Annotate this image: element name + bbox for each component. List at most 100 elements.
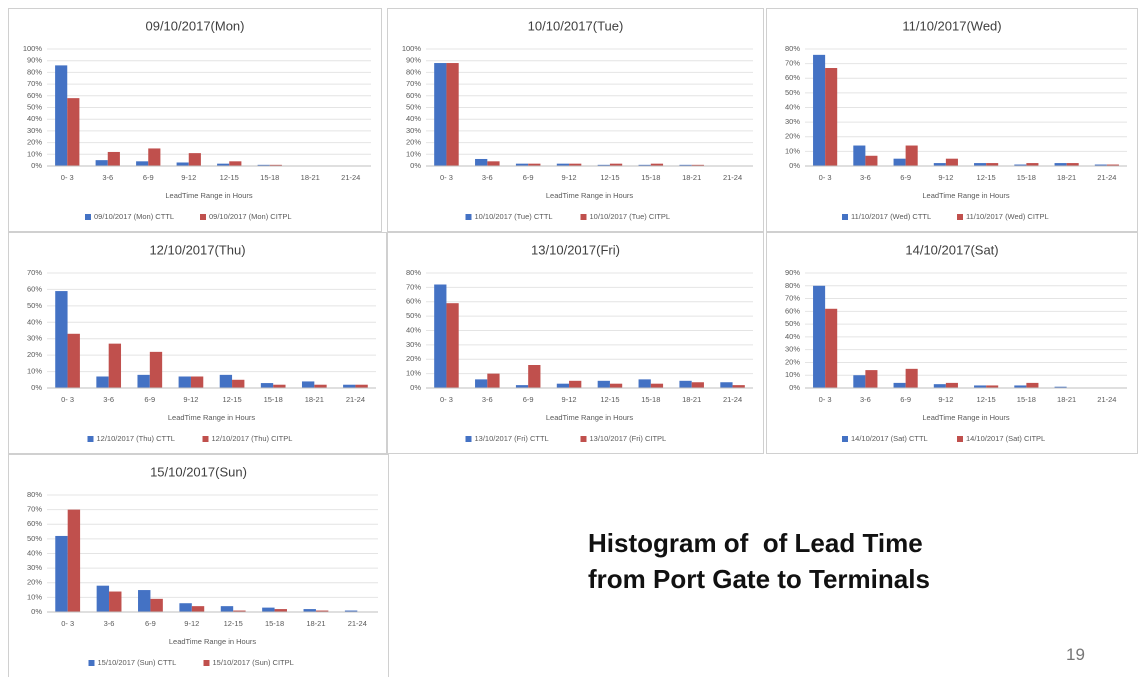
chart: 13/10/2017(Fri) 0% 10% 20% 30% 40% 50% 60% 70% 80…: [387, 232, 764, 454]
x-tick-label: 0- 3: [440, 395, 453, 404]
legend-swatch: [87, 436, 94, 442]
bar: [720, 382, 733, 388]
x-tick-label: 12-15: [600, 173, 619, 182]
bar: [893, 382, 906, 388]
bar: [446, 63, 459, 166]
x-tick-label: 21-24: [723, 173, 742, 182]
x-tick-label: 18-21: [1057, 173, 1076, 182]
legend-swatch: [580, 436, 587, 442]
bar: [138, 590, 151, 612]
bar: [150, 598, 163, 612]
x-tick-label: 9-12: [183, 395, 198, 404]
y-tick-label: 60%: [406, 297, 421, 306]
legend-label: 12/10/2017 (Thu) CITPL: [212, 434, 293, 443]
x-tick-label: 21-24: [348, 619, 367, 628]
legend-label: 14/10/2017 (Sat) CITPL: [966, 434, 1045, 443]
y-tick-label: 10%: [406, 369, 421, 378]
x-tick-label: 18-21: [305, 395, 324, 404]
bar: [974, 163, 987, 166]
bar: [1026, 382, 1039, 388]
x-axis-label: LeadTime Range in Hours: [165, 191, 253, 200]
x-tick-label: 15-18: [265, 619, 284, 628]
bar: [55, 291, 68, 388]
legend-swatch: [842, 436, 848, 442]
x-tick-label: 0- 3: [819, 173, 832, 182]
y-tick-label: 90%: [785, 268, 800, 277]
bar: [179, 603, 192, 612]
y-tick-label: 20%: [27, 350, 42, 359]
y-tick-label: 50%: [785, 88, 800, 97]
y-tick-label: 90%: [406, 56, 421, 65]
y-tick-label: 10%: [27, 149, 42, 158]
x-tick-label: 18-21: [682, 173, 701, 182]
y-tick-label: 20%: [406, 354, 421, 363]
y-tick-label: 10%: [27, 592, 42, 601]
y-tick-label: 10%: [785, 370, 800, 379]
x-tick-label: 15-18: [641, 173, 660, 182]
bar: [220, 606, 234, 612]
bar: [609, 383, 623, 388]
page-number: 19: [1066, 645, 1085, 664]
x-tick-label: 3-6: [860, 395, 871, 404]
legend-label: 09/10/2017 (Mon) CTTL: [94, 212, 174, 221]
x-tick-label: 6-9: [900, 395, 911, 404]
y-tick-label: 0%: [31, 607, 42, 616]
legend-label: 11/10/2017 (Wed) CTTL: [851, 212, 931, 221]
bar: [273, 384, 286, 388]
bar: [905, 145, 918, 166]
x-tick-label: 21-24: [341, 173, 360, 182]
y-tick-label: 30%: [27, 563, 42, 572]
y-tick-label: 70%: [27, 79, 42, 88]
x-axis-label: LeadTime Range in Hours: [922, 191, 1010, 200]
x-tick-label: 12-15: [222, 395, 241, 404]
bar: [893, 158, 906, 166]
y-tick-label: 50%: [27, 301, 42, 310]
x-tick-label: 6-9: [523, 173, 534, 182]
bar: [109, 591, 122, 612]
y-tick-label: 30%: [406, 126, 421, 135]
legend-swatch: [580, 214, 587, 220]
bar: [986, 385, 999, 388]
x-tick-label: 0- 3: [61, 173, 74, 182]
x-tick-label: 18-21: [1057, 395, 1076, 404]
bar: [865, 155, 878, 166]
x-tick-label: 6-9: [145, 619, 156, 628]
bar: [597, 380, 610, 388]
chart: 10/10/2017(Tue) 0% 10% 20% 30% 40% 50% 60% 70% 80…: [387, 8, 764, 232]
legend-swatch: [842, 214, 848, 220]
x-tick-label: 9-12: [938, 395, 953, 404]
y-tick-label: 50%: [27, 534, 42, 543]
bar: [528, 365, 541, 388]
x-tick-label: 18-21: [301, 173, 320, 182]
bar: [638, 164, 651, 166]
y-tick-label: 20%: [406, 138, 421, 147]
y-tick-label: 30%: [785, 117, 800, 126]
y-tick-label: 30%: [27, 126, 42, 135]
y-tick-label: 50%: [406, 102, 421, 111]
x-tick-label: 15-18: [1017, 395, 1036, 404]
bar: [974, 385, 987, 388]
y-tick-label: 10%: [27, 367, 42, 376]
y-tick-label: 50%: [785, 319, 800, 328]
bar: [260, 383, 274, 388]
x-tick-label: 15-18: [260, 173, 279, 182]
y-tick-label: 0%: [31, 161, 42, 170]
bar: [303, 609, 316, 612]
x-tick-label: 6-9: [900, 173, 911, 182]
legend-label: 10/10/2017 (Tue) CITPL: [590, 212, 671, 221]
bar: [191, 606, 205, 612]
y-tick-label: 80%: [406, 268, 421, 277]
bar: [178, 376, 191, 388]
bar: [691, 382, 704, 388]
x-tick-label: 21-24: [1097, 173, 1116, 182]
x-tick-label: 18-21: [306, 619, 325, 628]
x-tick-label: 12-15: [224, 619, 243, 628]
x-tick-label: 12-15: [977, 173, 996, 182]
y-tick-label: 10%: [785, 146, 800, 155]
bar: [556, 383, 570, 388]
y-tick-label: 100%: [23, 44, 43, 53]
y-tick-label: 60%: [406, 91, 421, 100]
legend-swatch: [465, 214, 472, 220]
chart-title: 10/10/2017(Tue): [528, 18, 624, 33]
